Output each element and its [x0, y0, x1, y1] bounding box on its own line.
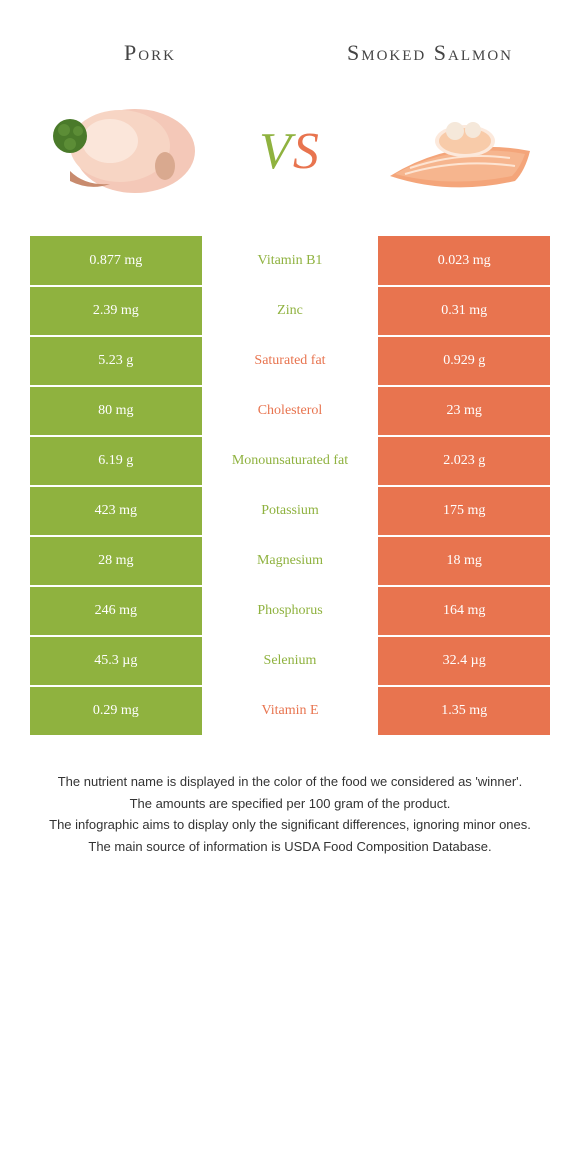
nutrient-value-right: 32.4 µg [378, 636, 550, 686]
nutrient-value-left: 0.877 mg [30, 236, 202, 286]
nutrient-value-right: 175 mg [378, 486, 550, 536]
nutrient-row: 423 mgPotassium175 mg [30, 486, 550, 536]
salmon-image [370, 96, 540, 206]
titles-row: Pork Smoked Salmon [30, 40, 550, 66]
nutrient-label: Potassium [202, 486, 379, 536]
nutrient-label: Phosphorus [202, 586, 379, 636]
nutrient-row: 6.19 gMonounsaturated fat2.023 g [30, 436, 550, 486]
footer-line-4: The main source of information is USDA F… [45, 837, 535, 857]
nutrient-row: 2.39 mgZinc0.31 mg [30, 286, 550, 336]
nutrient-value-right: 0.929 g [378, 336, 550, 386]
nutrient-value-right: 23 mg [378, 386, 550, 436]
nutrient-value-left: 2.39 mg [30, 286, 202, 336]
nutrient-label: Magnesium [202, 536, 379, 586]
footer-line-2: The amounts are specified per 100 gram o… [45, 794, 535, 814]
food-title-left: Pork [30, 40, 270, 66]
nutrient-value-left: 0.29 mg [30, 686, 202, 736]
vs-label: VS [259, 122, 321, 181]
nutrient-value-left: 5.23 g [30, 336, 202, 386]
vs-v: V [259, 123, 293, 180]
images-row: VS [30, 96, 550, 206]
nutrient-value-left: 246 mg [30, 586, 202, 636]
nutrient-value-left: 6.19 g [30, 436, 202, 486]
nutrient-value-right: 1.35 mg [378, 686, 550, 736]
infographic-page: Pork Smoked Salmon VS [0, 0, 580, 888]
nutrient-label: Saturated fat [202, 336, 379, 386]
nutrient-row: 45.3 µgSelenium32.4 µg [30, 636, 550, 686]
nutrient-row: 0.877 mgVitamin B10.023 mg [30, 236, 550, 286]
food-title-right: Smoked Salmon [310, 40, 550, 66]
footer-notes: The nutrient name is displayed in the co… [30, 772, 550, 856]
pork-image [40, 96, 210, 206]
nutrient-value-right: 0.023 mg [378, 236, 550, 286]
nutrient-label: Monounsaturated fat [202, 436, 379, 486]
vs-s: S [293, 123, 321, 180]
nutrient-label: Vitamin B1 [202, 236, 379, 286]
nutrient-row: 80 mgCholesterol23 mg [30, 386, 550, 436]
nutrient-label: Zinc [202, 286, 379, 336]
nutrient-value-right: 2.023 g [378, 436, 550, 486]
nutrient-value-right: 164 mg [378, 586, 550, 636]
nutrient-value-right: 18 mg [378, 536, 550, 586]
nutrient-label: Cholesterol [202, 386, 379, 436]
footer-line-1: The nutrient name is displayed in the co… [45, 772, 535, 792]
nutrient-value-right: 0.31 mg [378, 286, 550, 336]
nutrient-row: 246 mgPhosphorus164 mg [30, 586, 550, 636]
nutrient-table: 0.877 mgVitamin B10.023 mg2.39 mgZinc0.3… [30, 236, 550, 737]
nutrient-row: 28 mgMagnesium18 mg [30, 536, 550, 586]
nutrient-value-left: 28 mg [30, 536, 202, 586]
footer-line-3: The infographic aims to display only the… [45, 815, 535, 835]
nutrient-row: 0.29 mgVitamin E1.35 mg [30, 686, 550, 736]
nutrient-row: 5.23 gSaturated fat0.929 g [30, 336, 550, 386]
nutrient-label: Selenium [202, 636, 379, 686]
nutrient-value-left: 45.3 µg [30, 636, 202, 686]
nutrient-value-left: 423 mg [30, 486, 202, 536]
nutrient-value-left: 80 mg [30, 386, 202, 436]
nutrient-label: Vitamin E [202, 686, 379, 736]
